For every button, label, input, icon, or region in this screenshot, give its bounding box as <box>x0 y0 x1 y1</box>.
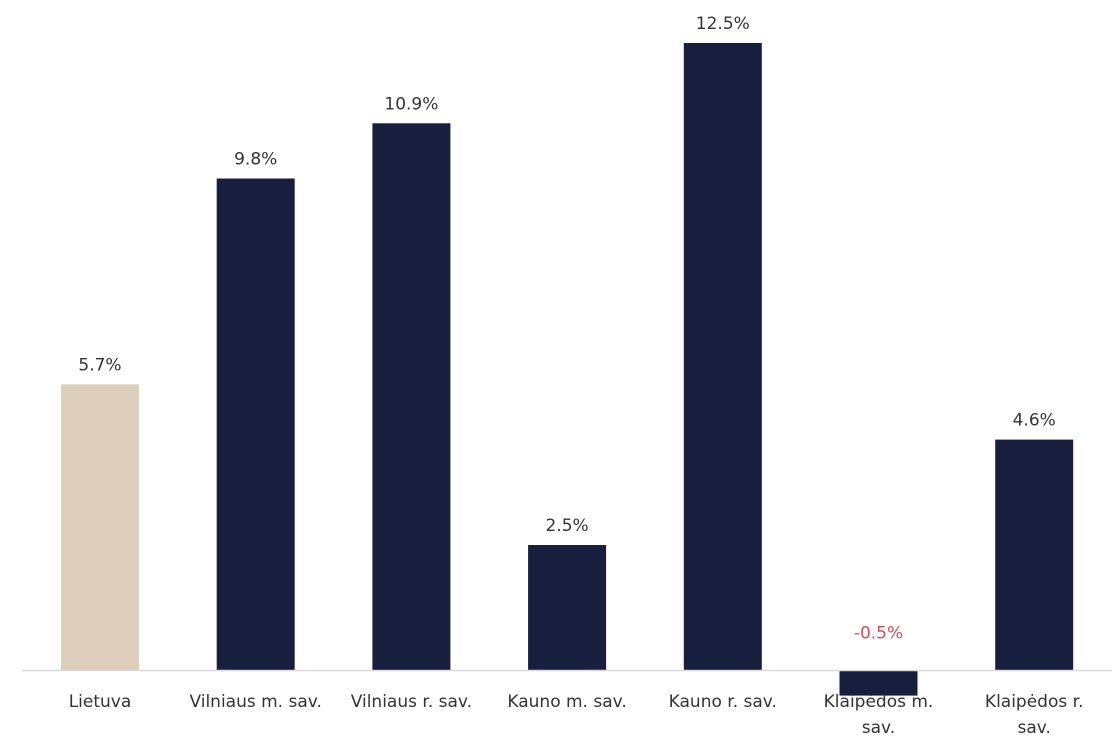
value-label-kauno-m-sav: 2.5% <box>545 516 588 536</box>
category-label-klaipedos-m-sav: Klaipėdos m. sav. <box>824 692 934 738</box>
bar-vilniaus-m-sav <box>216 178 295 671</box>
bar-klaipedos-r-sav <box>995 439 1074 671</box>
category-label-line: Lietuva <box>69 692 132 712</box>
category-label-kauno-m-sav: Kauno m. sav. <box>507 692 626 712</box>
category-label-line: sav. <box>862 718 895 738</box>
value-label-klaipedos-m-sav: -0.5% <box>854 624 903 644</box>
category-label-line: Klaipėdos r. <box>985 692 1084 712</box>
value-label-vilniaus-m-sav: 9.8% <box>234 150 277 170</box>
value-label-vilniaus-r-sav: 10.9% <box>384 94 438 114</box>
category-label-vilniaus-r-sav: Vilniaus r. sav. <box>351 692 472 712</box>
value-label-klaipedos-r-sav: 4.6% <box>1013 411 1056 431</box>
bars-layer <box>61 43 1074 696</box>
value-label-kauno-r-sav: 12.5% <box>696 14 750 34</box>
category-label-line: sav. <box>1017 718 1050 738</box>
category-label-line: Klaipėdos m. <box>824 692 934 712</box>
category-label-lietuva: Lietuva <box>69 692 132 712</box>
value-label-lietuva: 5.7% <box>78 355 121 375</box>
category-labels-layer: Lietuva Vilniaus m. sav. Vilniaus r. sav. K… <box>69 692 1084 738</box>
bar-lietuva <box>61 384 139 671</box>
category-label-line: Vilniaus m. sav. <box>189 692 321 712</box>
bar-klaipedos-m-sav <box>839 670 918 696</box>
bar-kauno-r-sav <box>683 43 762 671</box>
category-label-line: Kauno m. sav. <box>507 692 626 712</box>
category-label-klaipedos-r-sav: Klaipėdos r. sav. <box>985 692 1084 738</box>
category-label-line: Kauno r. sav. <box>669 692 777 712</box>
bar-vilniaus-r-sav <box>372 123 451 671</box>
value-labels-layer: 5.7% 9.8% 10.9% 2.5% 12.5% -0.5% 4.6% <box>78 14 1055 644</box>
category-label-kauno-r-sav: Kauno r. sav. <box>669 692 777 712</box>
bar-kauno-m-sav <box>528 545 607 671</box>
category-label-vilniaus-m-sav: Vilniaus m. sav. <box>189 692 321 712</box>
category-label-line: Vilniaus r. sav. <box>351 692 472 712</box>
